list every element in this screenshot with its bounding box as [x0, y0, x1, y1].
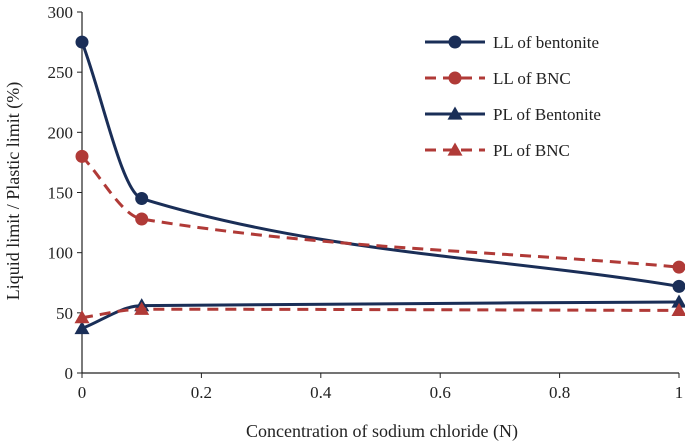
legend-item: PL of BNC: [425, 141, 570, 160]
data-point: [135, 212, 149, 226]
x-tick-label: 0: [78, 383, 87, 402]
data-point: [74, 310, 90, 324]
y-tick-label: 0: [65, 364, 74, 383]
data-point: [75, 35, 89, 49]
x-tick-label: 0.6: [430, 383, 451, 402]
series-layer: [74, 35, 685, 335]
x-tick-label: 0.8: [549, 383, 570, 402]
y-tick-label: 200: [48, 123, 74, 142]
legend-swatch-marker: [447, 106, 463, 120]
series-line: [80, 155, 680, 269]
axes: 0 50 100 150 200 250 300 0 0.2 0.4 0.6 0.8 1: [48, 3, 684, 402]
legend-swatch-marker: [448, 71, 462, 85]
series-2: [74, 294, 685, 335]
series-0: [75, 35, 685, 293]
legend-item: LL of BNC: [425, 69, 571, 88]
y-tick-label: 250: [48, 63, 74, 82]
legend-label: LL of bentonite: [493, 33, 599, 52]
series-line: [81, 300, 680, 330]
x-axis-title: Concentration of sodium chloride (N): [246, 421, 518, 442]
legend-swatch-marker: [448, 35, 462, 49]
y-tick-label: 50: [56, 304, 73, 323]
data-point: [671, 302, 685, 317]
data-point: [75, 149, 89, 163]
data-point: [671, 294, 685, 308]
y-tick-label: 300: [48, 3, 74, 22]
y-tick-label: 150: [48, 184, 74, 203]
y-axis-title: Liquid limit / Plastic limit (%): [3, 82, 24, 301]
y-tick-label: 100: [48, 244, 74, 263]
series-line: [80, 41, 680, 288]
x-tick-label: 0.2: [191, 383, 212, 402]
series-line: [81, 307, 680, 320]
legend-label: PL of BNC: [493, 141, 570, 160]
data-point: [672, 279, 685, 293]
legend-item: PL of Bentonite: [425, 105, 601, 124]
legend-label: PL of Bentonite: [493, 105, 601, 124]
data-point: [134, 301, 150, 315]
data-point: [74, 320, 90, 335]
x-tick-label: 1: [675, 383, 684, 402]
x-tick-label: 0.4: [310, 383, 332, 402]
legend: LL of bentonite LL of BNC PL of Bentonite P…: [425, 33, 601, 160]
data-point: [672, 260, 685, 274]
series-1: [75, 149, 685, 274]
series-3: [74, 301, 685, 324]
legend-label: LL of BNC: [493, 69, 571, 88]
legend-item: LL of bentonite: [425, 33, 599, 52]
data-point: [135, 192, 149, 206]
legend-swatch-marker: [447, 142, 463, 156]
